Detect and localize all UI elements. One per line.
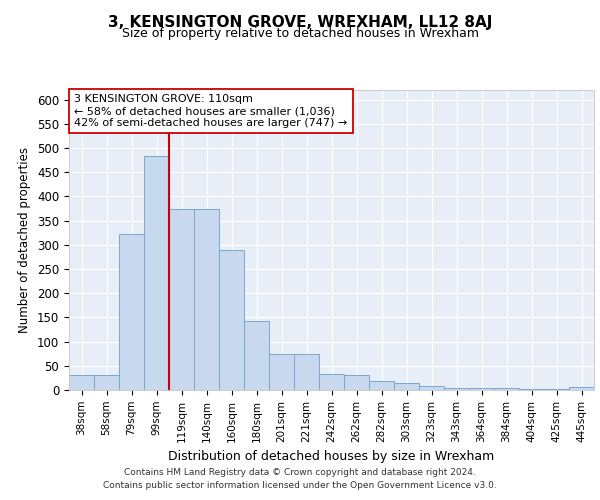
X-axis label: Distribution of detached houses by size in Wrexham: Distribution of detached houses by size … — [169, 450, 494, 463]
Bar — [294, 354, 319, 390]
Bar — [269, 354, 294, 390]
Bar — [119, 234, 144, 390]
Bar — [344, 376, 369, 390]
Bar — [444, 388, 469, 390]
Text: Contains HM Land Registry data © Crown copyright and database right 2024.: Contains HM Land Registry data © Crown c… — [124, 468, 476, 477]
Bar — [394, 382, 419, 390]
Text: Contains public sector information licensed under the Open Government Licence v3: Contains public sector information licen… — [103, 480, 497, 490]
Text: Size of property relative to detached houses in Wrexham: Size of property relative to detached ho… — [121, 28, 479, 40]
Bar — [194, 208, 219, 390]
Bar — [319, 374, 344, 390]
Bar — [494, 388, 519, 390]
Bar — [569, 387, 594, 390]
Bar — [94, 374, 119, 390]
Bar — [519, 388, 544, 390]
Bar — [144, 156, 169, 390]
Bar — [169, 208, 194, 390]
Y-axis label: Number of detached properties: Number of detached properties — [19, 147, 31, 333]
Bar — [69, 374, 94, 390]
Bar — [369, 382, 394, 390]
Text: 3 KENSINGTON GROVE: 110sqm
← 58% of detached houses are smaller (1,036)
42% of s: 3 KENSINGTON GROVE: 110sqm ← 58% of deta… — [74, 94, 347, 128]
Text: 3, KENSINGTON GROVE, WREXHAM, LL12 8AJ: 3, KENSINGTON GROVE, WREXHAM, LL12 8AJ — [108, 15, 492, 30]
Bar — [244, 321, 269, 390]
Bar — [544, 388, 569, 390]
Bar — [469, 388, 494, 390]
Bar — [419, 386, 444, 390]
Bar — [219, 250, 244, 390]
